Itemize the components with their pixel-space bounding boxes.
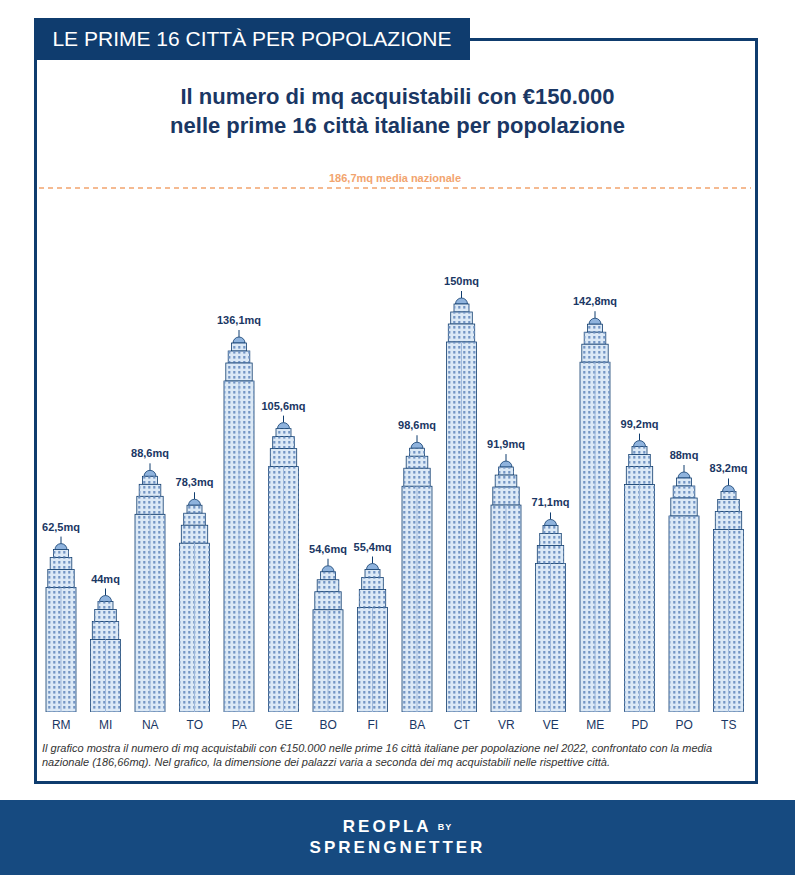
- svg-text:136,1mq: 136,1mq: [217, 314, 261, 326]
- svg-text:78,3mq: 78,3mq: [176, 476, 214, 488]
- svg-text:TO: TO: [187, 718, 203, 732]
- svg-text:62,5mq: 62,5mq: [42, 521, 80, 533]
- svg-text:BO: BO: [320, 718, 337, 732]
- html-text:Il numero di mq acquistabili c: Il numero di mq acquistabili con €150.00…: [170, 84, 625, 138]
- svg-text:MI: MI: [99, 718, 112, 732]
- svg-text:99,2mq: 99,2mq: [621, 418, 659, 430]
- svg-text:91,9mq: 91,9mq: [487, 438, 525, 450]
- svg-text:83,2mq: 83,2mq: [710, 462, 748, 474]
- svg-text:TS: TS: [721, 718, 736, 732]
- svg-text:105,6mq: 105,6mq: [261, 400, 305, 412]
- html-text:Il grafico mostra il numero di: Il grafico mostra il numero di mq acquis…: [42, 742, 713, 768]
- svg-text:98,6mq: 98,6mq: [398, 419, 436, 431]
- svg-text:55,4mq: 55,4mq: [354, 541, 392, 553]
- svg-text:54,6mq: 54,6mq: [309, 543, 347, 555]
- svg-text:BA: BA: [409, 718, 425, 732]
- html-text:REOPLA BY: REOPLA BY: [342, 816, 453, 836]
- svg-text:CT: CT: [454, 718, 471, 732]
- svg-text:RM: RM: [52, 718, 71, 732]
- html-text:LE PRIME 16 CITTÀ PER POPOLAZI: LE PRIME 16 CITTÀ PER POPOLAZIONE: [52, 27, 452, 50]
- svg-text:PO: PO: [676, 718, 693, 732]
- svg-text:PA: PA: [232, 718, 247, 732]
- svg-text:ME: ME: [586, 718, 604, 732]
- svg-text:88,6mq: 88,6mq: [131, 447, 169, 459]
- svg-text:186,7mq media nazionale: 186,7mq media nazionale: [329, 172, 461, 184]
- svg-text:GE: GE: [275, 718, 292, 732]
- svg-text:150mq: 150mq: [444, 275, 479, 287]
- svg-text:VE: VE: [543, 718, 559, 732]
- svg-text:142,8mq: 142,8mq: [573, 295, 617, 307]
- svg-text:44mq: 44mq: [91, 573, 120, 585]
- svg-text:VR: VR: [498, 718, 515, 732]
- html-text:SPRENGNETTER: SPRENGNETTER: [309, 837, 486, 857]
- svg-text:88mq: 88mq: [670, 449, 699, 461]
- svg-text:FI: FI: [367, 718, 378, 732]
- svg-text:71,1mq: 71,1mq: [532, 496, 570, 508]
- svg-text:PD: PD: [631, 718, 648, 732]
- svg-text:NA: NA: [142, 718, 159, 732]
